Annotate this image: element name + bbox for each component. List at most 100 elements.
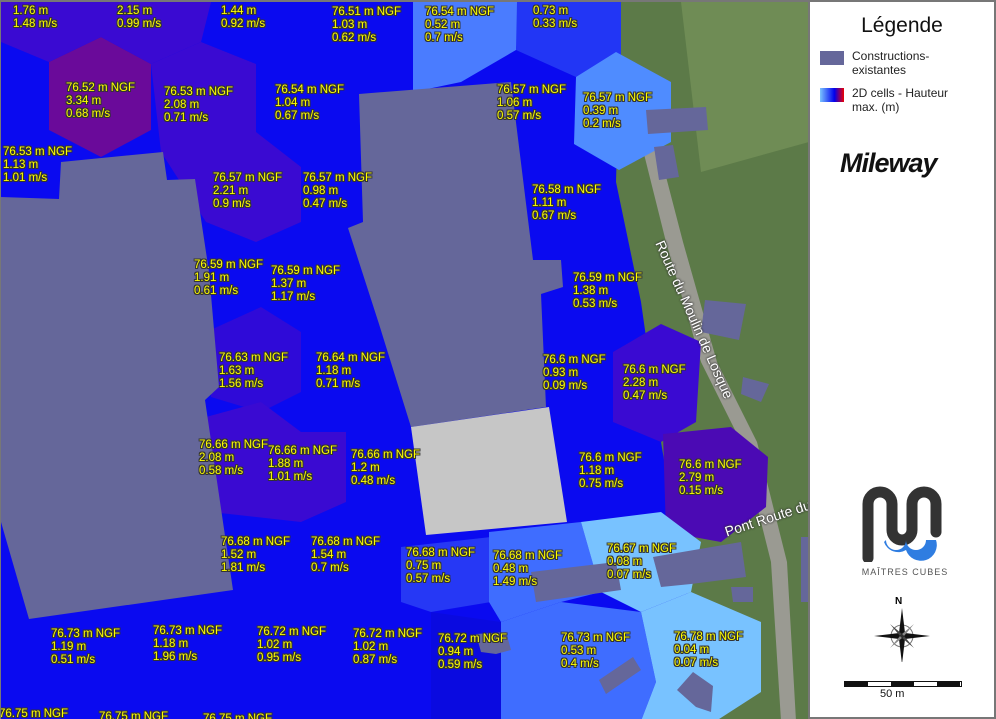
cell-velocity: 1.48 m/s xyxy=(13,18,58,30)
cell-depth: 1.2 m xyxy=(351,462,380,474)
cell-depth: 0.73 m xyxy=(533,5,569,17)
cell-label: 76.66 m NGF 1.88 m 1.01 m/s xyxy=(268,445,337,484)
cell-wse: 76.57 m NGF xyxy=(583,92,653,104)
building xyxy=(731,587,753,602)
cell-wse: 76.53 m NGF xyxy=(3,146,73,158)
cell-depth: 1.06 m xyxy=(497,97,533,109)
cell-label: 76.51 m NGF 1.03 m 0.62 m/s xyxy=(332,6,401,45)
cell-label: -2.15 m0.99 m/s xyxy=(117,2,161,31)
cell-velocity: 0.57 m/s xyxy=(497,110,542,122)
cell-violet xyxy=(206,402,346,522)
scale-label: 50 m xyxy=(880,688,905,700)
cell-depth: 1.54 m xyxy=(311,549,347,561)
cell-depth: 0.08 m xyxy=(607,556,643,568)
cell-label: 76.6 m NGF 2.79 m 0.15 m/s xyxy=(679,459,742,498)
cell-label: 76.78 m NGF 0.04 m 0.07 m/s xyxy=(674,631,743,670)
building xyxy=(654,145,679,180)
cell-label: 76.6 m NGF 2.28 m 0.47 m/s xyxy=(623,364,686,403)
cell-wse: 76.6 m NGF xyxy=(623,364,686,376)
cell-wse: 76.57 m NGF xyxy=(497,84,567,96)
cell-wse: 76.59 m NGF xyxy=(573,272,643,284)
cell-depth: 1.11 m xyxy=(532,197,567,209)
cell-wse: 76.58 m NGF xyxy=(532,184,602,196)
cell-velocity: 0.07 m/s xyxy=(674,657,719,669)
cell-mid xyxy=(401,537,491,612)
cell-velocity: 0.59 m/s xyxy=(438,659,483,671)
partner-name: MAÎTRES CUBES xyxy=(861,567,949,577)
cell-velocity: 1.96 m/s xyxy=(153,651,198,663)
building xyxy=(531,562,621,602)
legend-panel: Légende Constructions-existantes 2D cell… xyxy=(808,0,996,719)
legend-label: Constructions-existantes xyxy=(852,49,930,77)
cell-wse: 76.54 m NGF xyxy=(275,84,345,96)
cell-velocity: 0.4 m/s xyxy=(561,658,599,670)
cell-depth: 0.98 m xyxy=(303,185,339,197)
building xyxy=(801,537,808,602)
building xyxy=(348,82,563,427)
cell-label: 76.75 m NGF xyxy=(203,713,272,719)
cell-velocity: 1.17 m/s xyxy=(271,291,316,303)
cell-label: 76.73 m NGF 0.53 m 0.4 m/s xyxy=(561,632,630,671)
cell-depth: 1.18 m xyxy=(316,365,352,377)
cell-depth: 0.94 m xyxy=(438,646,474,658)
building xyxy=(476,632,511,654)
cell-wse: 76.57 m NGF xyxy=(213,172,283,184)
cell-label: 76.53 m NGF 1.13 m 1.01 m/s xyxy=(3,146,72,185)
cell-violet xyxy=(101,2,211,64)
cell-wse: 76.63 m NGF xyxy=(219,352,289,364)
cell-depth: 1.13 m xyxy=(3,159,39,171)
maitres-cubes-logo xyxy=(862,486,942,562)
cell-velocity: 0.9 m/s xyxy=(213,198,251,210)
cell-depth: 2.28 m xyxy=(623,377,659,389)
cell-depth: 3.34 m xyxy=(66,95,102,107)
cell-deep xyxy=(49,37,151,157)
cell-wse: 76.52 m NGF xyxy=(66,82,136,94)
cell-wse: 76.66 m NGF xyxy=(199,439,269,451)
cell-velocity: 0.75 m/s xyxy=(579,478,624,490)
cell-label: 76.54 m NGF 1.04 m 0.67 m/s xyxy=(275,84,344,123)
cell-wse: 76.6 m NGF xyxy=(543,354,606,366)
cell-wse: 76.67 m NGF xyxy=(607,543,677,555)
cell-label: 76.57 m NGF 0.39 m 0.2 m/s xyxy=(583,92,652,131)
cell-velocity: 0.53 m/s xyxy=(573,298,618,310)
building xyxy=(741,377,769,402)
cell-label: 76.57 m NGF 1.06 m 0.57 m/s xyxy=(497,84,566,123)
cell-wse: 76.73 m NGF xyxy=(561,632,631,644)
cell-violet xyxy=(1,2,101,62)
cell-velocity: 1.01 m/s xyxy=(268,471,313,483)
cell-mid xyxy=(516,2,621,77)
flood-map[interactable]: Route du Moulin de Losque Pont Route du … xyxy=(0,0,808,719)
cell-label: 76.66 m NGF 1.2 m 0.48 m/s xyxy=(351,449,420,488)
cell-wse: 76.72 m NGF xyxy=(438,633,508,645)
cell-depth: 1.02 m xyxy=(353,641,389,653)
cell-velocity: 0.68 m/s xyxy=(66,108,111,120)
cell-label: 76.57 m NGF 2.21 m 0.9 m/s xyxy=(213,172,282,211)
cell-depth: 1.02 m xyxy=(257,639,293,651)
scale-bar xyxy=(844,681,962,687)
cell-wse: 76.68 m NGF xyxy=(221,536,291,548)
field xyxy=(681,2,808,172)
cell-velocity: 0.48 m/s xyxy=(351,475,396,487)
cell-wse: 76.68 m NGF xyxy=(311,536,381,548)
cell-velocity: 0.71 m/s xyxy=(164,112,209,124)
cell-depth: 0.39 m xyxy=(583,105,619,117)
cell-depth: 1.18 m xyxy=(579,465,615,477)
legend-label: 2D cells - Hauteur max. (m) xyxy=(852,86,949,114)
map-layers xyxy=(1,2,808,719)
cell-violet xyxy=(613,324,701,442)
road xyxy=(641,142,796,719)
cell-velocity: 0.15 m/s xyxy=(679,485,724,497)
cell-depth: 0.75 m xyxy=(406,560,442,572)
cell-wse: 76.54 m NGF xyxy=(425,6,495,18)
cell-velocity: 0.33 m/s xyxy=(533,18,578,30)
cell-velocity: 1.81 m/s xyxy=(221,562,266,574)
mileway-logo: Mileway xyxy=(840,148,938,178)
cell-label: -1.76 m1.48 m/s xyxy=(13,2,58,31)
cell-wse: 76.59 m NGF xyxy=(194,259,264,271)
building xyxy=(677,672,713,712)
cell-depth: 1.04 m xyxy=(275,97,311,109)
cell-velocity: 0.2 m/s xyxy=(583,118,621,130)
cell-depth: 0.53 m xyxy=(561,645,597,657)
cell-depth: 1.37 m xyxy=(271,278,307,290)
cell-wse: 76.57 m NGF xyxy=(303,172,373,184)
